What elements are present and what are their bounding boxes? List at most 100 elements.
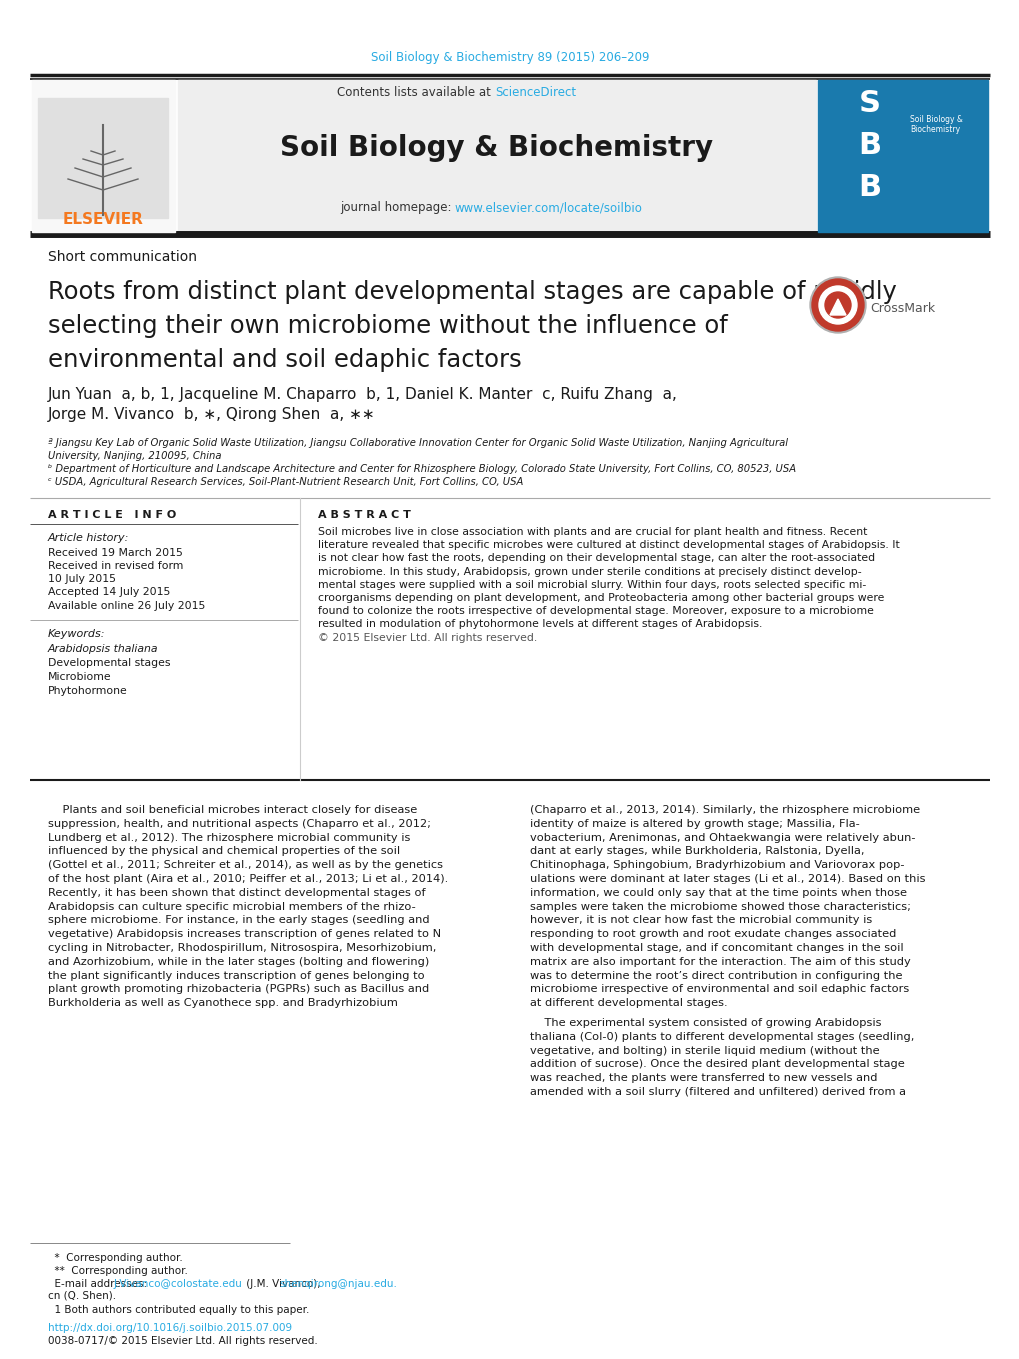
Text: found to colonize the roots irrespective of developmental stage. Moreover, expos: found to colonize the roots irrespective… [318,606,873,616]
Polygon shape [829,299,845,315]
Text: mental stages were supplied with a soil microbial slurry. Within four days, root: mental stages were supplied with a soil … [318,580,865,590]
Text: Accepted 14 July 2015: Accepted 14 July 2015 [48,587,170,597]
Text: S: S [858,88,880,117]
Text: microbiome irrespective of environmental and soil edaphic factors: microbiome irrespective of environmental… [530,984,908,995]
Text: Keywords:: Keywords: [48,629,105,639]
Text: ᵇ Department of Horticulture and Landscape Architecture and Center for Rhizosphe: ᵇ Department of Horticulture and Landsca… [48,463,796,474]
Text: Short communication: Short communication [48,250,197,264]
Text: Chitinophaga, Sphingobium, Bradyrhizobium and Variovorax pop-: Chitinophaga, Sphingobium, Bradyrhizobiu… [530,860,904,870]
Text: © 2015 Elsevier Ltd. All rights reserved.: © 2015 Elsevier Ltd. All rights reserved… [318,632,537,643]
Text: environmental and soil edaphic factors: environmental and soil edaphic factors [48,348,522,372]
Text: Soil Biology &: Soil Biology & [909,116,962,125]
Text: cn (Q. Shen).: cn (Q. Shen). [48,1291,116,1301]
Text: shenqirong@njau.edu.: shenqirong@njau.edu. [279,1279,396,1288]
Text: vegetative, and bolting) in sterile liquid medium (without the: vegetative, and bolting) in sterile liqu… [530,1045,878,1056]
Text: Phytohormone: Phytohormone [48,686,127,696]
Text: The experimental system consisted of growing Arabidopsis: The experimental system consisted of gro… [530,1018,880,1027]
Text: Soil Biology & Biochemistry: Soil Biology & Biochemistry [280,135,713,162]
Text: plant growth promoting rhizobacteria (PGPRs) such as Bacillus and: plant growth promoting rhizobacteria (PG… [48,984,429,995]
Text: sphere microbiome. For instance, in the early stages (seedling and: sphere microbiome. For instance, in the … [48,916,429,925]
Text: Received in revised form: Received in revised form [48,561,183,571]
Text: identity of maize is altered by growth stage; Massilia, Fla-: identity of maize is altered by growth s… [530,819,859,829]
Text: Developmental stages: Developmental stages [48,658,170,669]
Text: influenced by the physical and chemical properties of the soil: influenced by the physical and chemical … [48,847,399,856]
Text: ulations were dominant at later stages (Li et al., 2014). Based on this: ulations were dominant at later stages (… [530,874,924,883]
Bar [178,80,815,232]
Text: Soil Biology & Biochemistry 89 (2015) 206–209: Soil Biology & Biochemistry 89 (2015) 20… [370,52,649,64]
Text: microbiome. In this study, Arabidopsis, grown under sterile conditions at precis: microbiome. In this study, Arabidopsis, … [318,567,861,576]
Text: Biochemistry: Biochemistry [909,125,959,135]
Text: Burkholderia as well as Cyanothece spp. and Bradyrhizobium: Burkholderia as well as Cyanothece spp. … [48,999,397,1008]
Text: (Gottel et al., 2011; Schreiter et al., 2014), as well as by the genetics: (Gottel et al., 2011; Schreiter et al., … [48,860,442,870]
Text: Roots from distinct plant developmental stages are capable of rapidly: Roots from distinct plant developmental … [48,280,896,304]
Text: ª Jiangsu Key Lab of Organic Solid Waste Utilization, Jiangsu Collaborative Inno: ª Jiangsu Key Lab of Organic Solid Waste… [48,438,788,448]
Text: E-mail addresses:: E-mail addresses: [48,1279,150,1288]
Text: dant at early stages, while Burkholderia, Ralstonia, Dyella,: dant at early stages, while Burkholderia… [530,847,864,856]
Text: suppression, health, and nutritional aspects (Chaparro et al., 2012;: suppression, health, and nutritional asp… [48,819,431,829]
Text: thaliana (Col-0) plants to different developmental stages (seedling,: thaliana (Col-0) plants to different dev… [530,1031,913,1042]
Text: *  Corresponding author.: * Corresponding author. [48,1253,182,1263]
Text: matrix are also important for the interaction. The aim of this study: matrix are also important for the intera… [530,957,910,966]
Bar [38,98,168,217]
Text: selecting their own microbiome without the influence of: selecting their own microbiome without t… [48,314,727,338]
Text: and Azorhizobium, while in the later stages (bolting and flowering): and Azorhizobium, while in the later sta… [48,957,429,966]
Text: vobacterium, Arenimonas, and Ohtaekwangia were relatively abun-: vobacterium, Arenimonas, and Ohtaekwangi… [530,833,915,843]
Text: Arabidopsis can culture specific microbial members of the rhizo-: Arabidopsis can culture specific microbi… [48,901,416,912]
Text: Jorge M. Vivanco  b, ∗, Qirong Shen  a, ∗∗: Jorge M. Vivanco b, ∗, Qirong Shen a, ∗∗ [48,408,375,423]
Text: ScienceDirect: ScienceDirect [494,87,576,99]
Text: ELSEVIER: ELSEVIER [62,212,144,227]
Bar [32,80,175,232]
Text: Article history:: Article history: [48,533,129,544]
Text: vegetative) Arabidopsis increases transcription of genes related to N: vegetative) Arabidopsis increases transc… [48,930,440,939]
Text: responding to root growth and root exudate changes associated: responding to root growth and root exuda… [530,930,896,939]
Text: B: B [858,130,880,159]
Text: at different developmental stages.: at different developmental stages. [530,999,727,1008]
Text: Microbiome: Microbiome [48,671,111,682]
Text: was to determine the root’s direct contribution in configuring the: was to determine the root’s direct contr… [530,970,902,981]
Text: is not clear how fast the roots, depending on their developmental stage, can alt: is not clear how fast the roots, dependi… [318,553,874,564]
Text: addition of sucrose). Once the desired plant developmental stage: addition of sucrose). Once the desired p… [530,1060,904,1070]
Text: journal homepage:: journal homepage: [339,201,454,215]
Text: Soil microbes live in close association with plants and are crucial for plant he: Soil microbes live in close association … [318,527,866,537]
Text: http://dx.doi.org/10.1016/j.soilbio.2015.07.009: http://dx.doi.org/10.1016/j.soilbio.2015… [48,1324,291,1333]
Text: **  Corresponding author.: ** Corresponding author. [48,1267,187,1276]
Text: CrossMark: CrossMark [869,302,934,314]
Text: the plant significantly induces transcription of genes belonging to: the plant significantly induces transcri… [48,970,424,981]
Text: University, Nanjing, 210095, China: University, Nanjing, 210095, China [48,451,221,461]
Text: A B S T R A C T: A B S T R A C T [318,510,411,520]
Text: Available online 26 July 2015: Available online 26 July 2015 [48,601,205,612]
Text: Jun Yuan  a, b, 1, Jacqueline M. Chaparro  b, 1, Daniel K. Manter  c, Ruifu Zhan: Jun Yuan a, b, 1, Jacqueline M. Chaparro… [48,387,678,402]
Text: 0038-0717/© 2015 Elsevier Ltd. All rights reserved.: 0038-0717/© 2015 Elsevier Ltd. All right… [48,1336,318,1345]
Text: Received 19 March 2015: Received 19 March 2015 [48,548,182,559]
Text: croorganisms depending on plant development, and Proteobacteria among other bact: croorganisms depending on plant developm… [318,593,883,603]
Text: resulted in modulation of phytohormone levels at different stages of Arabidopsis: resulted in modulation of phytohormone l… [318,620,761,629]
Text: A R T I C L E   I N F O: A R T I C L E I N F O [48,510,176,520]
Bar [817,80,987,232]
Circle shape [818,285,856,323]
Circle shape [809,277,865,333]
Text: Plants and soil beneficial microbes interact closely for disease: Plants and soil beneficial microbes inte… [48,805,417,815]
Text: information, we could only say that at the time points when those: information, we could only say that at t… [530,887,906,898]
Text: Arabidopsis thaliana: Arabidopsis thaliana [48,644,158,654]
Text: Lundberg et al., 2012). The rhizosphere microbial community is: Lundberg et al., 2012). The rhizosphere … [48,833,410,843]
Text: however, it is not clear how fast the microbial community is: however, it is not clear how fast the mi… [530,916,871,925]
Text: www.elsevier.com/locate/soilbio: www.elsevier.com/locate/soilbio [454,201,642,215]
Text: cycling in Nitrobacter, Rhodospirillum, Nitrosospira, Mesorhizobium,: cycling in Nitrobacter, Rhodospirillum, … [48,943,436,953]
Text: of the host plant (Aira et al., 2010; Peiffer et al., 2013; Li et al., 2014).: of the host plant (Aira et al., 2010; Pe… [48,874,447,883]
Text: J.Vivanco@colostate.edu: J.Vivanco@colostate.edu [114,1279,243,1288]
Text: samples were taken the microbiome showed those characteristics;: samples were taken the microbiome showed… [530,901,910,912]
Text: (Chaparro et al., 2013, 2014). Similarly, the rhizosphere microbiome: (Chaparro et al., 2013, 2014). Similarly… [530,805,919,815]
Text: 10 July 2015: 10 July 2015 [48,573,116,584]
Text: literature revealed that specific microbes were cultured at distinct development: literature revealed that specific microb… [318,540,899,550]
Circle shape [824,292,850,318]
Text: was reached, the plants were transferred to new vessels and: was reached, the plants were transferred… [530,1074,876,1083]
Text: (J.M. Vivanco),: (J.M. Vivanco), [243,1279,324,1288]
Circle shape [811,279,863,332]
Text: B: B [858,174,880,202]
Text: Recently, it has been shown that distinct developmental stages of: Recently, it has been shown that distinc… [48,887,425,898]
Text: ᶜ USDA, Agricultural Research Services, Soil-Plant-Nutrient Research Unit, Fort : ᶜ USDA, Agricultural Research Services, … [48,477,523,487]
Text: Contents lists available at: Contents lists available at [337,87,494,99]
Text: amended with a soil slurry (filtered and unfiltered) derived from a: amended with a soil slurry (filtered and… [530,1087,905,1097]
Text: with developmental stage, and if concomitant changes in the soil: with developmental stage, and if concomi… [530,943,903,953]
Text: 1 Both authors contributed equally to this paper.: 1 Both authors contributed equally to th… [48,1305,309,1316]
